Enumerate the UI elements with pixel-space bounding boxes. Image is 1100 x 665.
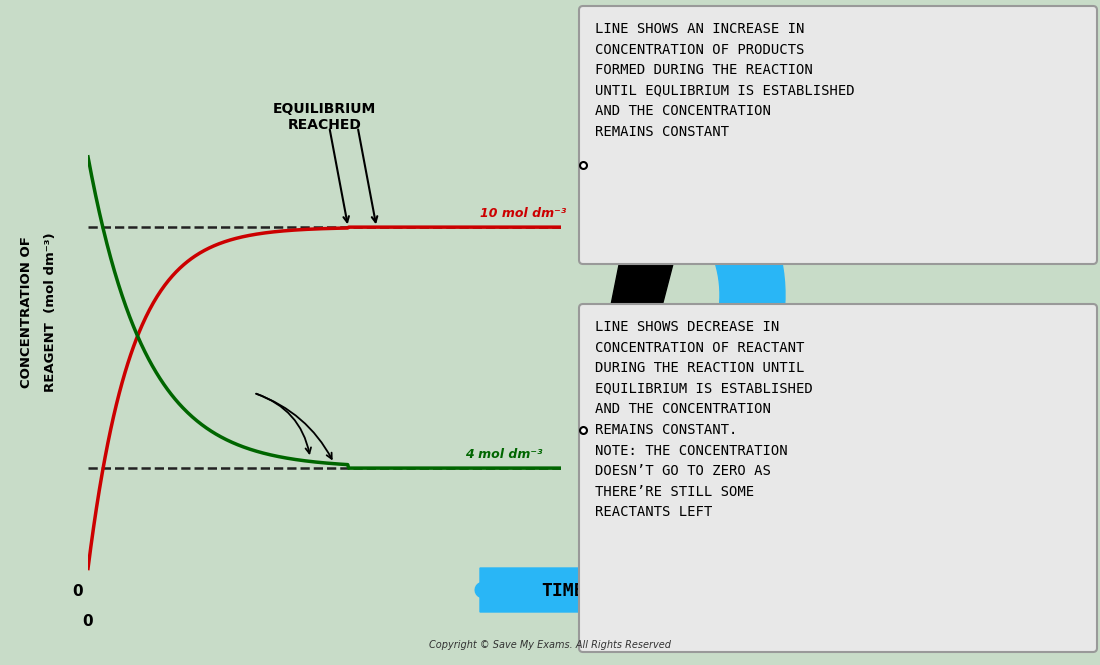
Text: TIME: TIME: [541, 582, 584, 600]
Polygon shape: [673, 152, 785, 438]
Text: 10 mol dm⁻³: 10 mol dm⁻³: [480, 207, 566, 219]
FancyBboxPatch shape: [579, 6, 1097, 264]
FancyBboxPatch shape: [579, 304, 1097, 652]
Text: Copyright © Save My Exams. All Rights Reserved: Copyright © Save My Exams. All Rights Re…: [429, 640, 671, 650]
Polygon shape: [590, 160, 700, 540]
Text: CONCENTRATION OF: CONCENTRATION OF: [20, 236, 33, 388]
Text: EQUILIBRIUM
REACHED: EQUILIBRIUM REACHED: [273, 102, 376, 132]
Text: LINE SHOWS AN INCREASE IN
CONCENTRATION OF PRODUCTS
FORMED DURING THE REACTION
U: LINE SHOWS AN INCREASE IN CONCENTRATION …: [595, 22, 855, 139]
Polygon shape: [660, 307, 760, 553]
Text: 4 mol dm⁻³: 4 mol dm⁻³: [465, 448, 543, 461]
Text: 0: 0: [82, 614, 94, 629]
Text: LINE SHOWS DECREASE IN
CONCENTRATION OF REACTANT
DURING THE REACTION UNTIL
EQUIL: LINE SHOWS DECREASE IN CONCENTRATION OF …: [595, 320, 813, 519]
Polygon shape: [480, 552, 670, 628]
Text: REAGENT  (mol dm⁻³): REAGENT (mol dm⁻³): [44, 233, 57, 392]
Text: 0: 0: [73, 584, 84, 598]
